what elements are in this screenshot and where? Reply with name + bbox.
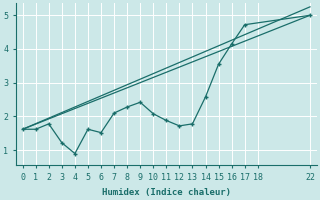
X-axis label: Humidex (Indice chaleur): Humidex (Indice chaleur) <box>102 188 231 197</box>
